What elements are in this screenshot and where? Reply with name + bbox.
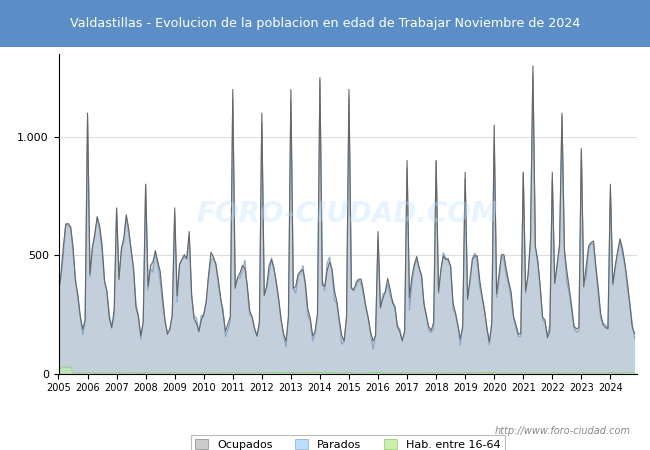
Text: FORO-CIUDAD.COM: FORO-CIUDAD.COM bbox=[196, 200, 499, 228]
Legend: Ocupados, Parados, Hab. entre 16-64: Ocupados, Parados, Hab. entre 16-64 bbox=[190, 435, 505, 450]
Text: http://www.foro-ciudad.com: http://www.foro-ciudad.com bbox=[495, 427, 630, 436]
Text: Valdastillas - Evolucion de la poblacion en edad de Trabajar Noviembre de 2024: Valdastillas - Evolucion de la poblacion… bbox=[70, 17, 580, 30]
